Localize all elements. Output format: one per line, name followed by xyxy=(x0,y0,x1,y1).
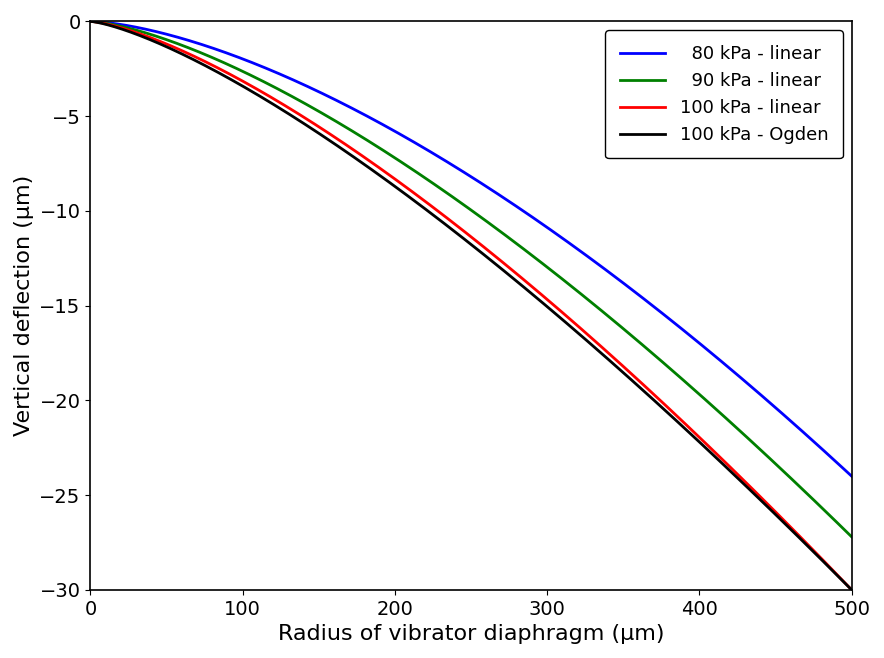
  90 kPa - linear xyxy=(679,377,690,385)
100 kPa - linear xyxy=(679,418,690,426)
  80 kPa - linear xyxy=(421,145,431,153)
100 kPa - linear xyxy=(163,41,173,49)
  90 kPa - linear xyxy=(393,156,404,164)
100 kPa - Ogden xyxy=(163,43,173,51)
  80 kPa - linear xyxy=(608,271,619,279)
Line: 100 kPa - Ogden: 100 kPa - Ogden xyxy=(90,22,851,590)
100 kPa - Ogden xyxy=(679,424,690,432)
Legend:   80 kPa - linear,   90 kPa - linear, 100 kPa - linear, 100 kPa - Ogden: 80 kPa - linear, 90 kPa - linear, 100 kP… xyxy=(606,30,842,159)
Line:   80 kPa - linear: 80 kPa - linear xyxy=(90,22,851,476)
100 kPa - linear xyxy=(421,198,431,206)
100 kPa - linear xyxy=(393,178,404,186)
100 kPa - linear xyxy=(608,353,619,361)
100 kPa - linear xyxy=(692,432,703,440)
  80 kPa - linear xyxy=(692,338,703,345)
100 kPa - Ogden xyxy=(846,586,857,594)
Line:   90 kPa - linear: 90 kPa - linear xyxy=(90,22,851,537)
100 kPa - Ogden xyxy=(608,360,619,368)
X-axis label: Radius of vibrator diaphragm (μm): Radius of vibrator diaphragm (μm) xyxy=(278,624,664,644)
100 kPa - linear xyxy=(85,18,95,26)
100 kPa - Ogden xyxy=(421,205,431,213)
100 kPa - Ogden xyxy=(692,436,703,444)
  90 kPa - linear xyxy=(421,174,431,182)
Line: 100 kPa - linear: 100 kPa - linear xyxy=(90,22,851,590)
  90 kPa - linear xyxy=(846,533,857,541)
100 kPa - Ogden xyxy=(85,18,95,26)
  80 kPa - linear xyxy=(393,129,404,137)
100 kPa - linear xyxy=(846,586,857,594)
  80 kPa - linear xyxy=(163,31,173,39)
100 kPa - Ogden xyxy=(393,185,404,193)
  90 kPa - linear xyxy=(692,389,703,397)
  90 kPa - linear xyxy=(608,316,619,324)
  90 kPa - linear xyxy=(85,18,95,26)
  80 kPa - linear xyxy=(846,472,857,480)
  80 kPa - linear xyxy=(85,18,95,26)
  80 kPa - linear xyxy=(679,327,690,335)
Y-axis label: Vertical deflection (μm): Vertical deflection (μm) xyxy=(14,175,34,436)
  90 kPa - linear xyxy=(163,36,173,44)
